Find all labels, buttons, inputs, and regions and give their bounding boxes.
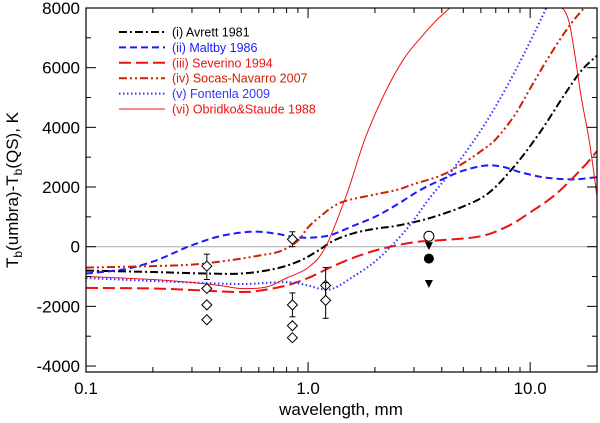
plot-area: [86, 8, 597, 372]
y-tick-label: 2000: [42, 178, 80, 197]
observation-upper-limit-triangle: [424, 279, 433, 288]
legend: (i) Avrett 1981(ii) Maltby 1986(iii) Sev…: [119, 26, 316, 117]
observation-diamond: [286, 299, 299, 311]
plot-frame: [85, 7, 598, 373]
y-tick-label: 8000: [42, 0, 80, 18]
ticks-layer: 0.1 1.0 10.0 -4000 -2000 0 2000 4000 6000 8000: [37, 0, 598, 398]
y-tick-label: 0: [71, 238, 80, 257]
legend-label-2: (ii) Maltby 1986: [172, 41, 257, 55]
x-tick-label: 1.0: [296, 379, 320, 398]
y-axis-title: Tb(umbra)-Tb(QS), K: [3, 111, 25, 268]
x-tick-label: 10.0: [514, 379, 547, 398]
observation-diamond: [201, 314, 213, 326]
series-line-6: [86, 8, 451, 290]
observation-diamond: [286, 233, 299, 245]
legend-label-4: (iv) Socas-Navarro 2007: [172, 72, 308, 86]
legend-label-3: (iii) Severino 1994: [172, 56, 273, 70]
legend-label-6: (vi) Obridko&Staude 1988: [172, 103, 316, 117]
legend-label-5: (v) Fontenla 2009: [172, 87, 270, 101]
series-line-1: [86, 54, 597, 275]
y-tick-label: 4000: [42, 118, 80, 137]
observation-diamond: [286, 331, 299, 344]
series-line-2: [86, 164, 597, 275]
observation-diamond: [201, 282, 213, 295]
series-layer: [86, 8, 597, 294]
observation-diamond: [201, 299, 213, 311]
y-tick-label: -4000: [37, 357, 80, 376]
observation-diamond: [201, 260, 213, 272]
legend-label-1: (i) Avrett 1981: [172, 26, 250, 40]
observations-layer: [201, 230, 435, 344]
series-line-5: [86, 8, 548, 291]
observation-diamond: [319, 294, 332, 307]
observation-upper-limit-triangle: [424, 242, 433, 251]
series-line-3: [86, 150, 597, 294]
observation-diamond: [286, 320, 299, 332]
series-line-4: [86, 8, 586, 269]
series-line-7: [561, 8, 597, 197]
observation-open-circle: [423, 230, 435, 242]
observation-filled-circle: [423, 253, 434, 264]
y-tick-label: -2000: [37, 297, 80, 316]
x-tick-label: 0.1: [74, 379, 98, 398]
y-tick-label: 6000: [42, 59, 80, 78]
x-axis-title: wavelength, mm: [278, 400, 403, 419]
